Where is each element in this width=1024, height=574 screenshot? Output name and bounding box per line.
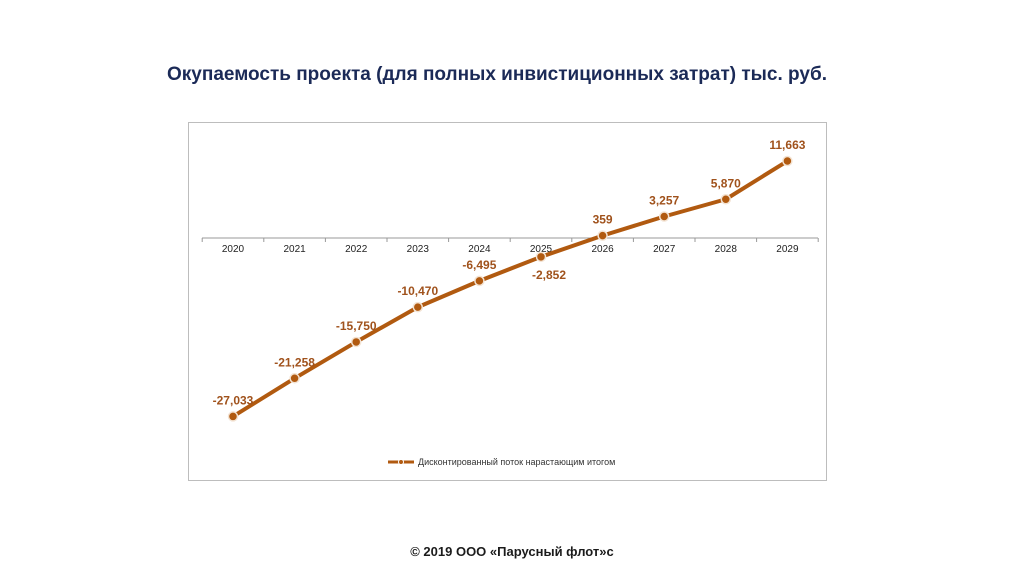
- x-tick-label: 2027: [653, 244, 676, 255]
- data-label: -6,495: [462, 258, 496, 272]
- data-point: [720, 194, 732, 205]
- x-tick-label: 2025: [530, 244, 553, 255]
- data-label: -15,750: [336, 319, 377, 333]
- legend: Дисконтированный поток нарастающим итого…: [388, 457, 615, 467]
- data-point: [658, 211, 670, 222]
- x-tick-label: 2020: [222, 244, 245, 255]
- x-tick-label: 2021: [283, 244, 306, 255]
- series-line: [231, 159, 789, 419]
- data-label: -10,470: [397, 284, 438, 298]
- data-point: [535, 251, 547, 263]
- x-tick-label: 2026: [591, 244, 614, 255]
- data-point: [782, 155, 793, 167]
- data-point: [597, 230, 608, 241]
- data-point: [289, 373, 300, 384]
- data-point: [412, 301, 424, 313]
- data-label: 3,257: [649, 194, 679, 208]
- data-label: 359: [593, 213, 613, 227]
- chart-title: Окупаемость проекта (для полных инвистиц…: [167, 64, 827, 85]
- x-tick-label: 2022: [345, 244, 368, 255]
- x-tick-label: 2024: [468, 244, 491, 255]
- plot-frame: [188, 122, 827, 481]
- data-label: 11,663: [769, 138, 805, 152]
- data-label: -27,033: [213, 393, 254, 407]
- x-tick-label: 2029: [776, 244, 799, 255]
- footer-copyright: © 2019 ООО «Парусный флот»с: [410, 544, 614, 559]
- legend-label: Дисконтированный поток нарастающим итого…: [418, 457, 615, 467]
- data-point: [474, 275, 485, 287]
- data-label: 5,870: [711, 176, 741, 190]
- data-label: -2,852: [532, 268, 566, 282]
- data-point: [350, 336, 362, 348]
- x-tick-label: 2023: [407, 244, 430, 255]
- data-label: -21,258: [274, 355, 315, 369]
- data-point: [227, 411, 239, 422]
- x-tick-label: 2028: [715, 244, 738, 255]
